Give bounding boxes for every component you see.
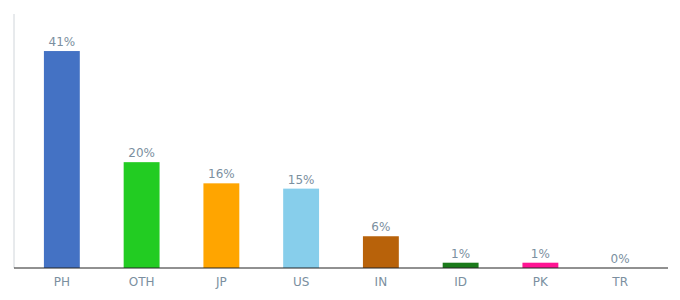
bar [283, 189, 319, 268]
data-label: 41% [49, 35, 76, 49]
bar [443, 263, 479, 268]
x-tick-label: ID [454, 275, 467, 289]
chart: 41% 20% 16% 15% 6% 1% 1% 0% PH OTH JP US IN ID PK TR [0, 0, 680, 300]
bar [203, 183, 239, 268]
x-tick-label: OTH [129, 275, 155, 289]
y-axis-line [14, 14, 15, 268]
x-tick-label: PK [533, 275, 549, 289]
bar [363, 236, 399, 268]
bar [522, 263, 558, 268]
bar [124, 162, 160, 268]
x-tick-label: IN [375, 275, 388, 289]
x-tick-labels: PH OTH JP US IN ID PK TR [54, 275, 628, 289]
bars [44, 51, 558, 268]
x-axis-line [14, 268, 668, 269]
x-tick-label: US [293, 275, 309, 289]
data-label: 1% [531, 247, 550, 261]
bar [44, 51, 80, 268]
x-tick-label: PH [54, 275, 70, 289]
x-tick-label: TR [611, 275, 628, 289]
data-label: 6% [371, 220, 390, 234]
data-label: 16% [208, 167, 235, 181]
data-label: 15% [288, 173, 315, 187]
data-label: 20% [128, 146, 155, 160]
chart-container: 41% 20% 16% 15% 6% 1% 1% 0% PH OTH JP US IN ID PK TR [0, 0, 680, 300]
x-tick-label: JP [215, 275, 227, 289]
data-label: 1% [451, 247, 470, 261]
data-label: 0% [611, 252, 630, 266]
data-labels: 41% 20% 16% 15% 6% 1% 1% 0% [49, 35, 630, 266]
